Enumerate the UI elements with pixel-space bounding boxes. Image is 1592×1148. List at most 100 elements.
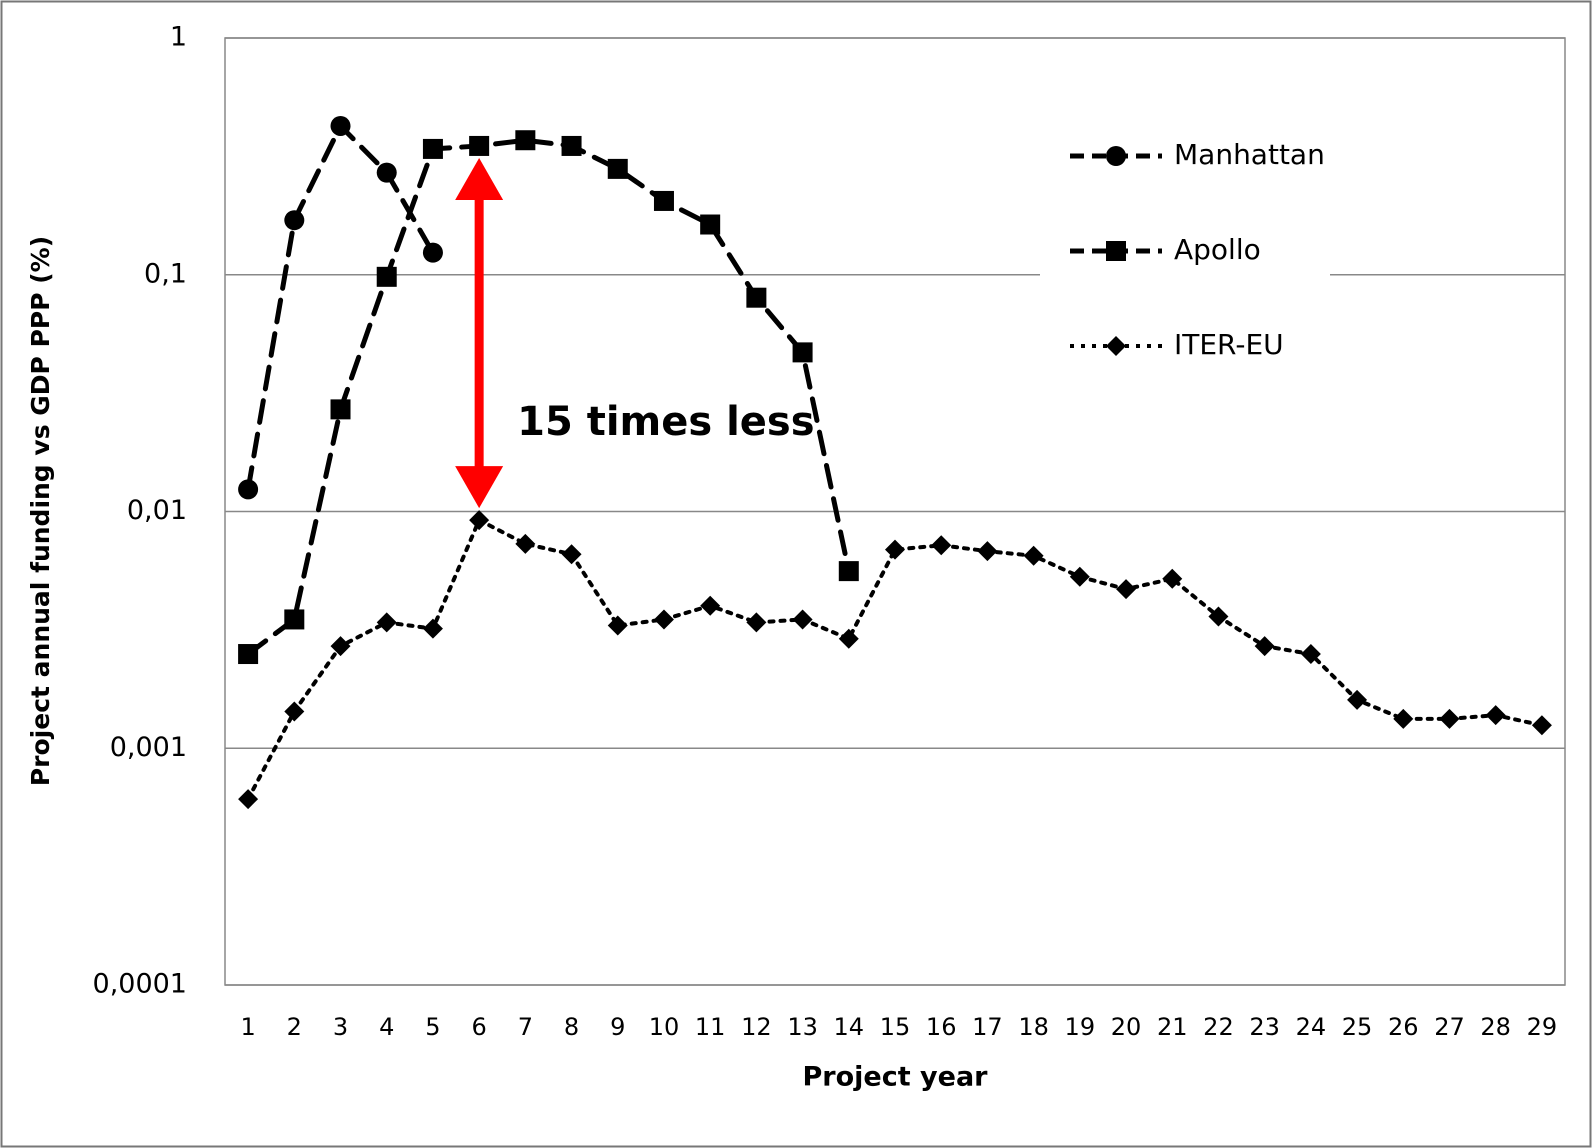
- data-point: [700, 214, 721, 235]
- data-point: [792, 342, 813, 363]
- data-point: [515, 533, 536, 554]
- legend-box: [1040, 118, 1330, 398]
- data-point: [284, 701, 305, 722]
- y-tick-label: 1: [170, 22, 187, 53]
- x-tick-label: 21: [1157, 1013, 1188, 1041]
- x-tick-label: 15: [880, 1013, 911, 1041]
- x-tick-label: 4: [379, 1013, 394, 1041]
- annotation-arrow-head: [455, 157, 504, 200]
- data-point: [700, 595, 721, 616]
- data-point: [746, 287, 767, 308]
- x-tick-label: 22: [1203, 1013, 1234, 1041]
- x-tick-label: 3: [333, 1013, 348, 1041]
- x-tick-label: 12: [741, 1013, 772, 1041]
- data-point: [422, 242, 443, 263]
- data-point: [422, 138, 443, 159]
- x-tick-label: 19: [1065, 1013, 1096, 1041]
- data-point: [1254, 636, 1275, 657]
- data-point: [284, 609, 305, 630]
- annotation-arrow-head: [455, 466, 504, 509]
- legend-marker: [1106, 146, 1126, 166]
- data-point: [238, 644, 259, 665]
- data-point: [1393, 708, 1414, 729]
- data-point: [330, 399, 351, 420]
- y-axis-label: Project annual funding vs GDP PPP (%): [26, 236, 55, 786]
- x-tick-label: 7: [518, 1013, 533, 1041]
- x-tick-label: 11: [695, 1013, 726, 1041]
- data-point: [376, 266, 397, 287]
- x-tick-label: 6: [471, 1013, 486, 1041]
- x-tick-label: 8: [564, 1013, 579, 1041]
- x-tick-label: 10: [649, 1013, 680, 1041]
- data-point: [1347, 689, 1368, 710]
- data-point: [1531, 715, 1552, 736]
- data-point: [792, 609, 813, 630]
- legend-marker: [1106, 241, 1126, 261]
- data-point: [1023, 545, 1044, 566]
- data-point: [561, 135, 582, 156]
- series-line: [246, 517, 1544, 802]
- data-point: [977, 541, 998, 562]
- data-point: [238, 789, 259, 810]
- data-point: [330, 636, 351, 657]
- legend-marker: [1106, 336, 1126, 356]
- data-point: [376, 612, 397, 633]
- data-point: [885, 539, 905, 560]
- x-tick-label: 13: [787, 1013, 818, 1041]
- x-tick-label: 29: [1527, 1013, 1558, 1041]
- data-point: [607, 158, 628, 179]
- x-tick-label: 18: [1018, 1013, 1049, 1041]
- y-tick-label: 0,0001: [93, 969, 187, 1000]
- y-tick-label: 0,001: [110, 732, 187, 763]
- data-point: [607, 615, 628, 636]
- annotation: 15 times less: [517, 399, 814, 445]
- legend: Manhattan Apollo ITER-EU: [1040, 118, 1330, 398]
- y-tick-label: 0,01: [127, 495, 187, 526]
- data-point: [1162, 568, 1183, 589]
- x-tick-label: 28: [1480, 1013, 1511, 1041]
- x-tick-label: 27: [1434, 1013, 1465, 1041]
- data-point: [838, 561, 859, 582]
- legend-label: Manhattan: [1174, 138, 1325, 171]
- data-point: [746, 612, 767, 633]
- data-point: [1069, 566, 1090, 587]
- data-point: [653, 190, 674, 211]
- x-tick-label: 24: [1296, 1013, 1327, 1041]
- x-tick-label: 26: [1388, 1013, 1419, 1041]
- data-point: [238, 479, 259, 500]
- data-point: [330, 115, 351, 136]
- x-tick-label: 23: [1249, 1013, 1280, 1041]
- data-point: [1300, 644, 1321, 665]
- data-point: [1439, 708, 1460, 729]
- x-tick-label: 5: [425, 1013, 440, 1041]
- plot-frame: [224, 37, 1566, 986]
- x-tick-label: 20: [1111, 1013, 1142, 1041]
- x-tick-label: 16: [926, 1013, 957, 1041]
- x-tick-label: 17: [972, 1013, 1003, 1041]
- data-point: [1116, 579, 1137, 600]
- data-point: [469, 135, 490, 156]
- data-point: [284, 210, 305, 231]
- x-tick-label: 14: [834, 1013, 865, 1041]
- data-point: [1485, 705, 1506, 726]
- legend-label: Apollo: [1174, 233, 1261, 266]
- data-point: [422, 618, 443, 639]
- data-point: [653, 609, 674, 630]
- series-line: [245, 137, 852, 657]
- data-point: [515, 130, 536, 151]
- y-tick-label: 0,1: [144, 258, 187, 289]
- x-tick-label: 1: [240, 1013, 255, 1041]
- data-point: [469, 510, 490, 531]
- legend-label: ITER-EU: [1174, 328, 1284, 361]
- data-point: [838, 628, 859, 649]
- data-point: [931, 535, 952, 556]
- data-point: [561, 544, 582, 565]
- x-axis-label: Project year: [803, 1062, 989, 1093]
- x-tick-label: 9: [610, 1013, 625, 1041]
- data-point: [376, 162, 397, 183]
- data-point: [1208, 606, 1229, 627]
- x-tick-label: 2: [287, 1013, 302, 1041]
- x-tick-label: 25: [1342, 1013, 1373, 1041]
